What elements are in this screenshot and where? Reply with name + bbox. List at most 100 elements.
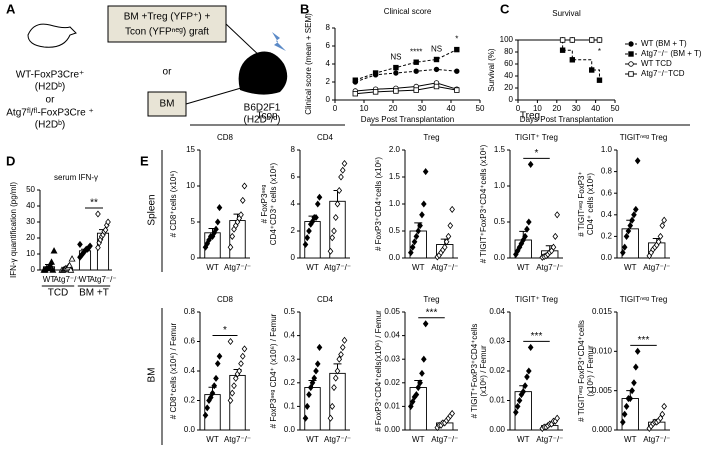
point xyxy=(629,216,635,224)
point xyxy=(408,249,414,257)
point xyxy=(214,218,221,226)
point xyxy=(449,409,455,418)
y-tick-label: 4 xyxy=(291,199,296,208)
point xyxy=(302,414,309,422)
y-tick-label: 15 xyxy=(186,145,195,154)
y-tick-label: 0.0 xyxy=(284,425,296,434)
y-tick-label: 1.0 xyxy=(389,199,401,208)
point xyxy=(628,41,634,47)
y-axis-label: # TIGITⁿᵉᵍ FoxP3⁺CD4⁺cells xyxy=(577,320,586,422)
point xyxy=(514,402,521,410)
point xyxy=(227,396,234,405)
row-label: BM xyxy=(147,368,158,383)
irradiation xyxy=(272,32,286,51)
point xyxy=(313,367,319,375)
point xyxy=(559,47,566,53)
x-axis-label: Days Post Transplantation xyxy=(520,115,613,124)
y-tick-label: 20 xyxy=(504,83,513,92)
point xyxy=(239,352,246,360)
y-tick-label: 0.4 xyxy=(601,210,613,219)
point xyxy=(306,391,312,399)
y-tick-label: 0 xyxy=(31,265,36,274)
chart-title: TIGIT⁺ Treg xyxy=(515,133,558,142)
point xyxy=(311,374,318,382)
point xyxy=(596,77,603,83)
y-tick-label: 10 xyxy=(186,181,195,190)
point xyxy=(524,225,530,233)
point xyxy=(227,243,234,251)
point xyxy=(454,68,460,74)
y-axis-label: # CD8⁺cells (x10⁶) / Femur xyxy=(169,322,178,419)
y-tick-label: 0.0 xyxy=(601,253,613,262)
point xyxy=(447,222,454,230)
row-label: Spleen xyxy=(147,194,158,225)
y-tick-label: 2 xyxy=(326,77,331,86)
annotation: *** xyxy=(531,331,543,342)
y-tick-label: 0.6 xyxy=(184,337,196,346)
point xyxy=(339,343,346,351)
point xyxy=(95,244,101,252)
bar xyxy=(229,374,246,431)
x-tick-label: WT xyxy=(412,263,425,272)
x-tick-label: Atg7⁻/⁻ xyxy=(536,435,563,444)
donor-mouse xyxy=(27,23,77,48)
y-axis-label: # TIGIT⁺FoxP3⁺CD4⁺cells xyxy=(470,324,479,419)
point xyxy=(589,37,595,43)
y-tick-label: 8 xyxy=(291,145,296,154)
point xyxy=(449,205,455,213)
y-tick-label: 0.00 xyxy=(489,425,505,434)
point xyxy=(408,402,414,410)
annotation: NS xyxy=(390,53,401,62)
point xyxy=(393,70,399,76)
point xyxy=(238,211,244,219)
y-axis-label: Survival (%) xyxy=(487,48,496,91)
point xyxy=(211,382,218,390)
point xyxy=(634,157,641,165)
y-tick-label: 1.5 xyxy=(494,145,506,154)
point xyxy=(625,227,632,235)
chart-title: Clinical score xyxy=(384,7,432,16)
point xyxy=(620,418,626,426)
y-tick-label: 0 xyxy=(291,253,296,262)
point xyxy=(331,383,337,392)
point xyxy=(332,374,339,382)
point xyxy=(655,238,662,246)
y-axis-label: # FoxP3⁺CD4⁺cells(x10⁶) / Femur xyxy=(374,310,383,432)
y-axis-label: # CD8⁺cells (x10⁶) xyxy=(169,170,178,237)
point xyxy=(238,360,244,368)
point xyxy=(95,210,101,218)
point xyxy=(550,243,557,251)
annotation: *** xyxy=(426,307,438,318)
point xyxy=(304,402,311,410)
point xyxy=(341,159,348,168)
y-axis-label: CD4⁺CD3⁺ cells (x10⁶) xyxy=(269,162,278,245)
chart-title: CD4 xyxy=(317,295,334,304)
y-tick-label: 0.8 xyxy=(601,167,613,176)
point xyxy=(433,83,440,90)
arrow xyxy=(225,23,263,59)
y-tick-label: 20 xyxy=(26,233,35,242)
y-tick-label: 8 xyxy=(326,23,331,32)
point xyxy=(213,374,219,382)
point xyxy=(48,258,55,265)
point xyxy=(421,355,427,363)
point xyxy=(413,232,420,240)
point xyxy=(339,166,346,174)
point xyxy=(341,336,348,344)
y-tick-label: 100 xyxy=(500,35,514,44)
point xyxy=(631,211,637,219)
point xyxy=(314,360,321,368)
graft: Tcon (YFPⁿᵉᵍ) graft xyxy=(125,27,209,38)
point xyxy=(409,243,416,251)
chart-title: CD8 xyxy=(217,133,234,142)
y-tick-label: 0.5 xyxy=(284,307,296,316)
point xyxy=(327,414,334,422)
group-label: TCD xyxy=(48,288,69,299)
y-tick-label: 80 xyxy=(504,47,513,56)
point xyxy=(304,234,311,242)
point xyxy=(634,347,641,355)
point xyxy=(419,211,425,219)
y-tick-label: 0.03 xyxy=(489,337,505,346)
point xyxy=(236,367,243,375)
point xyxy=(309,379,316,387)
